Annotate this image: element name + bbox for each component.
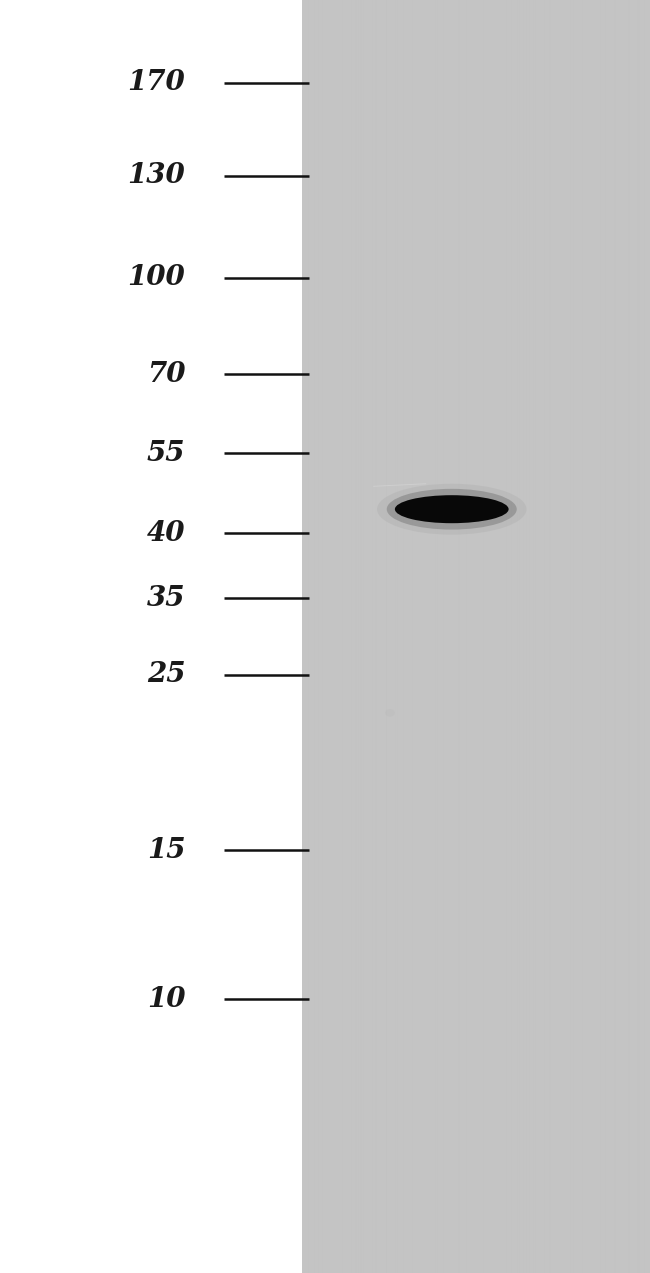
Text: 35: 35 <box>147 584 185 612</box>
Text: 40: 40 <box>147 519 185 547</box>
Ellipse shape <box>385 709 395 717</box>
Ellipse shape <box>395 495 508 523</box>
Text: 100: 100 <box>127 264 185 292</box>
Bar <box>0 0 302 1273</box>
Text: 70: 70 <box>147 360 185 388</box>
Text: 170: 170 <box>127 69 185 97</box>
Text: 130: 130 <box>127 162 185 190</box>
Text: 15: 15 <box>147 836 185 864</box>
Ellipse shape <box>387 489 517 530</box>
Text: 10: 10 <box>147 985 185 1013</box>
Bar <box>302 0 650 1273</box>
Ellipse shape <box>377 484 526 535</box>
Text: 25: 25 <box>147 661 185 689</box>
Text: 55: 55 <box>147 439 185 467</box>
